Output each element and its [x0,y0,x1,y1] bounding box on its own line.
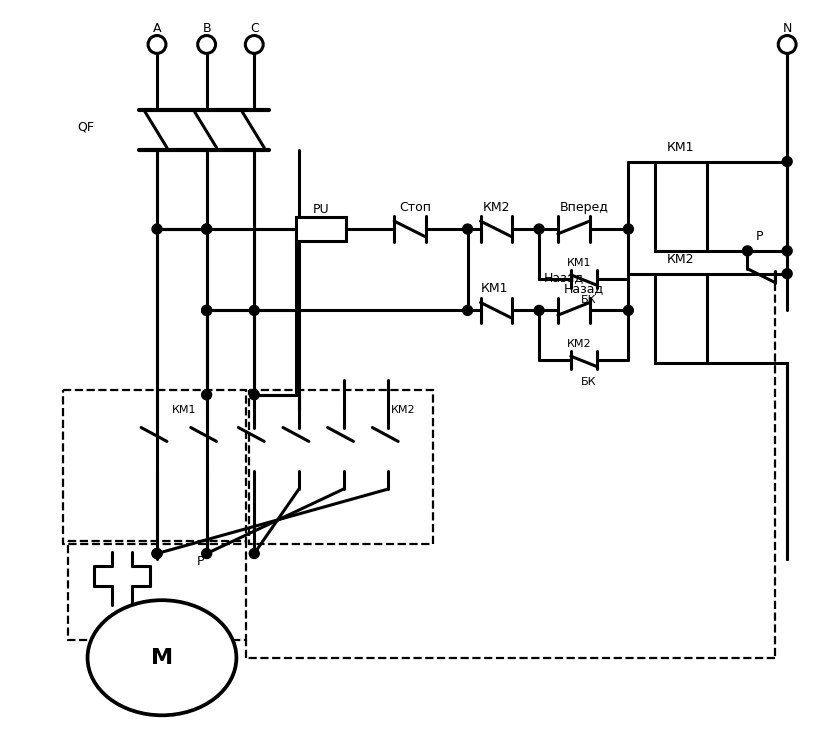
Text: Стоп: Стоп [399,200,431,214]
Text: M: M [151,648,173,668]
Text: Назад: Назад [544,271,584,284]
Text: КМ1: КМ1 [567,258,591,268]
Circle shape [201,305,212,316]
Text: Р: Р [196,555,204,568]
Text: A: A [153,22,161,35]
Circle shape [152,224,162,234]
Circle shape [249,305,259,316]
Text: B: B [202,22,211,35]
Text: Р: Р [756,230,763,243]
Circle shape [201,549,212,558]
Circle shape [782,157,793,166]
Text: Назад: Назад [563,282,604,295]
Text: КМ2: КМ2 [667,253,695,266]
Circle shape [197,36,216,53]
Text: КМ1: КМ1 [172,405,196,415]
Circle shape [152,549,162,558]
Circle shape [534,305,544,316]
Bar [296,217,345,241]
Circle shape [249,549,259,558]
Text: КМ2: КМ2 [482,200,510,214]
Circle shape [201,224,212,234]
Circle shape [152,549,162,558]
Bar [68,541,247,640]
Text: БК: БК [581,377,596,387]
Circle shape [624,224,634,234]
Bar [63,390,247,544]
Circle shape [249,390,259,399]
Text: КМ1: КМ1 [481,282,508,295]
Text: КМ1: КМ1 [667,141,695,154]
Circle shape [201,224,212,234]
Circle shape [462,305,472,316]
Circle shape [742,246,752,256]
Circle shape [624,305,634,316]
Circle shape [148,36,166,53]
Text: PU: PU [313,203,329,216]
Text: БК: БК [581,295,596,305]
Circle shape [201,305,212,316]
Text: C: C [250,22,258,35]
Bar [249,390,433,544]
Text: Вперед: Вперед [559,200,608,214]
Circle shape [782,246,793,256]
Text: КМ2: КМ2 [567,339,591,349]
Ellipse shape [88,600,237,715]
Circle shape [534,224,544,234]
Circle shape [201,390,212,399]
Text: QF: QF [78,120,94,133]
Text: N: N [782,22,792,35]
Bar [655,162,706,251]
Bar [655,273,706,363]
Text: КМ2: КМ2 [390,405,415,415]
Circle shape [245,36,263,53]
Circle shape [462,224,472,234]
Circle shape [778,36,796,53]
Circle shape [782,269,793,278]
